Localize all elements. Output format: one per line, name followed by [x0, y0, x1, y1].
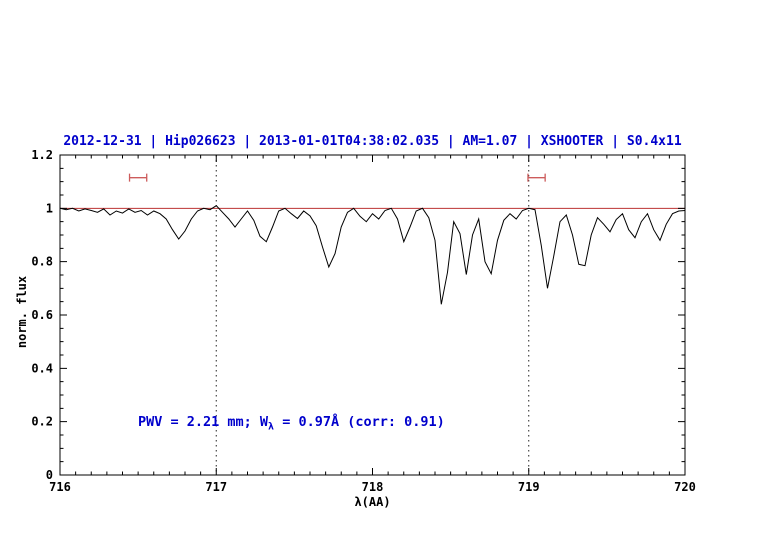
x-tick-label: 717 [205, 480, 227, 494]
x-tick-label: 718 [362, 480, 384, 494]
x-axis-label: λ(AA) [354, 495, 391, 509]
y-tick-label: 0 [46, 468, 53, 482]
y-axis-label: norm. flux [15, 275, 29, 349]
axis-ticks [59, 154, 686, 476]
band-marker [128, 173, 148, 182]
annotation-lambda-sub: λ [268, 421, 275, 433]
annotation-pre: PWV = 2.21 mm; W [138, 414, 269, 430]
annotation-post: = 0.97Å (corr: 0.91) [274, 414, 445, 430]
y-tick-label: 0.8 [31, 255, 53, 269]
y-tick-label: 0.4 [31, 361, 53, 375]
x-tick-label: 720 [674, 480, 696, 494]
y-tick-label: 0.2 [31, 415, 53, 429]
x-tick-label: 716 [49, 480, 71, 494]
y-tick-label: 1.2 [31, 148, 53, 162]
y-tick-label: 0.6 [31, 308, 53, 322]
y-tick-label: 1 [46, 201, 53, 215]
spectrum-line [59, 205, 686, 305]
x-tick-label: 719 [518, 480, 540, 494]
pwv-annotation: PWV = 2.21 mm; Wλ = 0.97Å (corr: 0.91) [138, 414, 445, 433]
band-marker [527, 173, 546, 182]
plot-title: 2012-12-31 | Hip026623 | 2013-01-01T04:3… [63, 134, 682, 149]
